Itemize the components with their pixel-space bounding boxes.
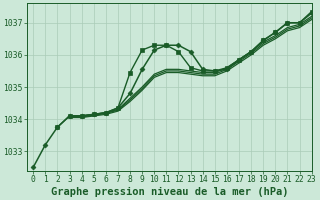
X-axis label: Graphe pression niveau de la mer (hPa): Graphe pression niveau de la mer (hPa) [51, 186, 288, 197]
